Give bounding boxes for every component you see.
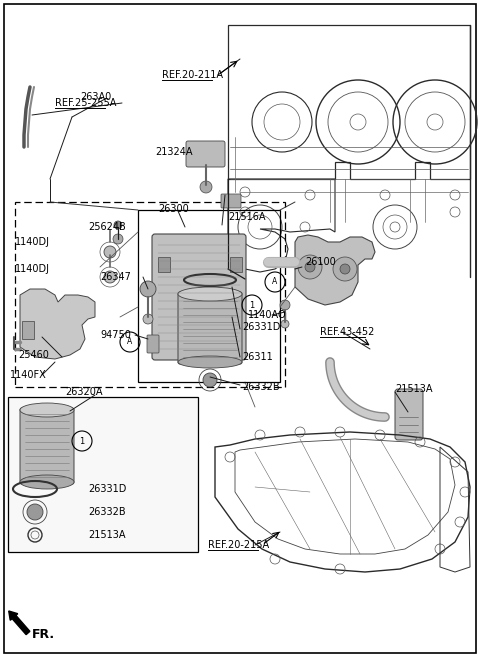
Text: 1: 1: [79, 436, 84, 445]
Text: FR.: FR.: [32, 629, 55, 641]
Text: 94750: 94750: [100, 330, 131, 340]
FancyArrow shape: [9, 611, 30, 635]
Circle shape: [305, 262, 315, 272]
Circle shape: [104, 246, 116, 258]
Text: 21324A: 21324A: [155, 147, 192, 157]
Text: REF.43-452: REF.43-452: [320, 327, 374, 337]
Circle shape: [143, 314, 153, 324]
FancyBboxPatch shape: [147, 335, 159, 353]
Circle shape: [280, 300, 290, 310]
Text: 26300: 26300: [158, 204, 189, 214]
Text: 1140DJ: 1140DJ: [15, 264, 50, 274]
Circle shape: [27, 504, 43, 520]
Text: REF.20-211A: REF.20-211A: [162, 70, 223, 80]
Text: A: A: [272, 277, 277, 286]
Text: 21513A: 21513A: [88, 530, 125, 540]
Bar: [15, 202, 285, 387]
Bar: [158, 257, 170, 272]
Circle shape: [281, 320, 289, 328]
FancyBboxPatch shape: [178, 292, 242, 364]
Text: 25460: 25460: [18, 350, 49, 360]
Bar: [230, 257, 242, 272]
FancyBboxPatch shape: [186, 141, 225, 167]
Text: REF.25-255A: REF.25-255A: [55, 98, 116, 108]
Ellipse shape: [178, 287, 242, 301]
Text: 26331D: 26331D: [242, 322, 280, 332]
Text: 1: 1: [250, 300, 254, 309]
Bar: [138, 210, 280, 382]
Text: 1140FX: 1140FX: [10, 370, 47, 380]
Ellipse shape: [20, 475, 74, 489]
Text: 1140AO: 1140AO: [248, 310, 287, 320]
Text: 25624B: 25624B: [88, 222, 126, 232]
Text: 26332B: 26332B: [242, 382, 280, 392]
Circle shape: [113, 234, 123, 244]
Ellipse shape: [178, 356, 242, 368]
Circle shape: [333, 257, 357, 281]
Circle shape: [340, 264, 350, 274]
Text: 26311: 26311: [242, 352, 273, 362]
Text: REF.20-215A: REF.20-215A: [208, 540, 269, 550]
Text: A: A: [127, 338, 132, 346]
Text: 26332B: 26332B: [88, 507, 126, 517]
Circle shape: [104, 271, 116, 283]
Bar: [8, 397, 198, 552]
Polygon shape: [20, 289, 95, 359]
FancyBboxPatch shape: [221, 194, 241, 208]
Text: 26100: 26100: [305, 257, 336, 267]
Text: 263A0: 263A0: [80, 92, 111, 102]
Circle shape: [114, 221, 122, 229]
Text: 26347: 26347: [100, 272, 131, 282]
FancyBboxPatch shape: [395, 389, 423, 440]
Circle shape: [140, 281, 156, 297]
FancyBboxPatch shape: [20, 408, 74, 484]
Text: 26320A: 26320A: [65, 387, 103, 397]
FancyBboxPatch shape: [152, 234, 246, 360]
Ellipse shape: [20, 403, 74, 417]
Text: 21513A: 21513A: [395, 384, 432, 394]
Text: 1140DJ: 1140DJ: [15, 237, 50, 247]
Text: 21516A: 21516A: [228, 212, 265, 222]
Circle shape: [298, 255, 322, 279]
Text: 26331D: 26331D: [88, 484, 126, 494]
Circle shape: [203, 373, 217, 387]
Polygon shape: [295, 235, 375, 305]
Circle shape: [200, 181, 212, 193]
Bar: [22, 321, 34, 339]
